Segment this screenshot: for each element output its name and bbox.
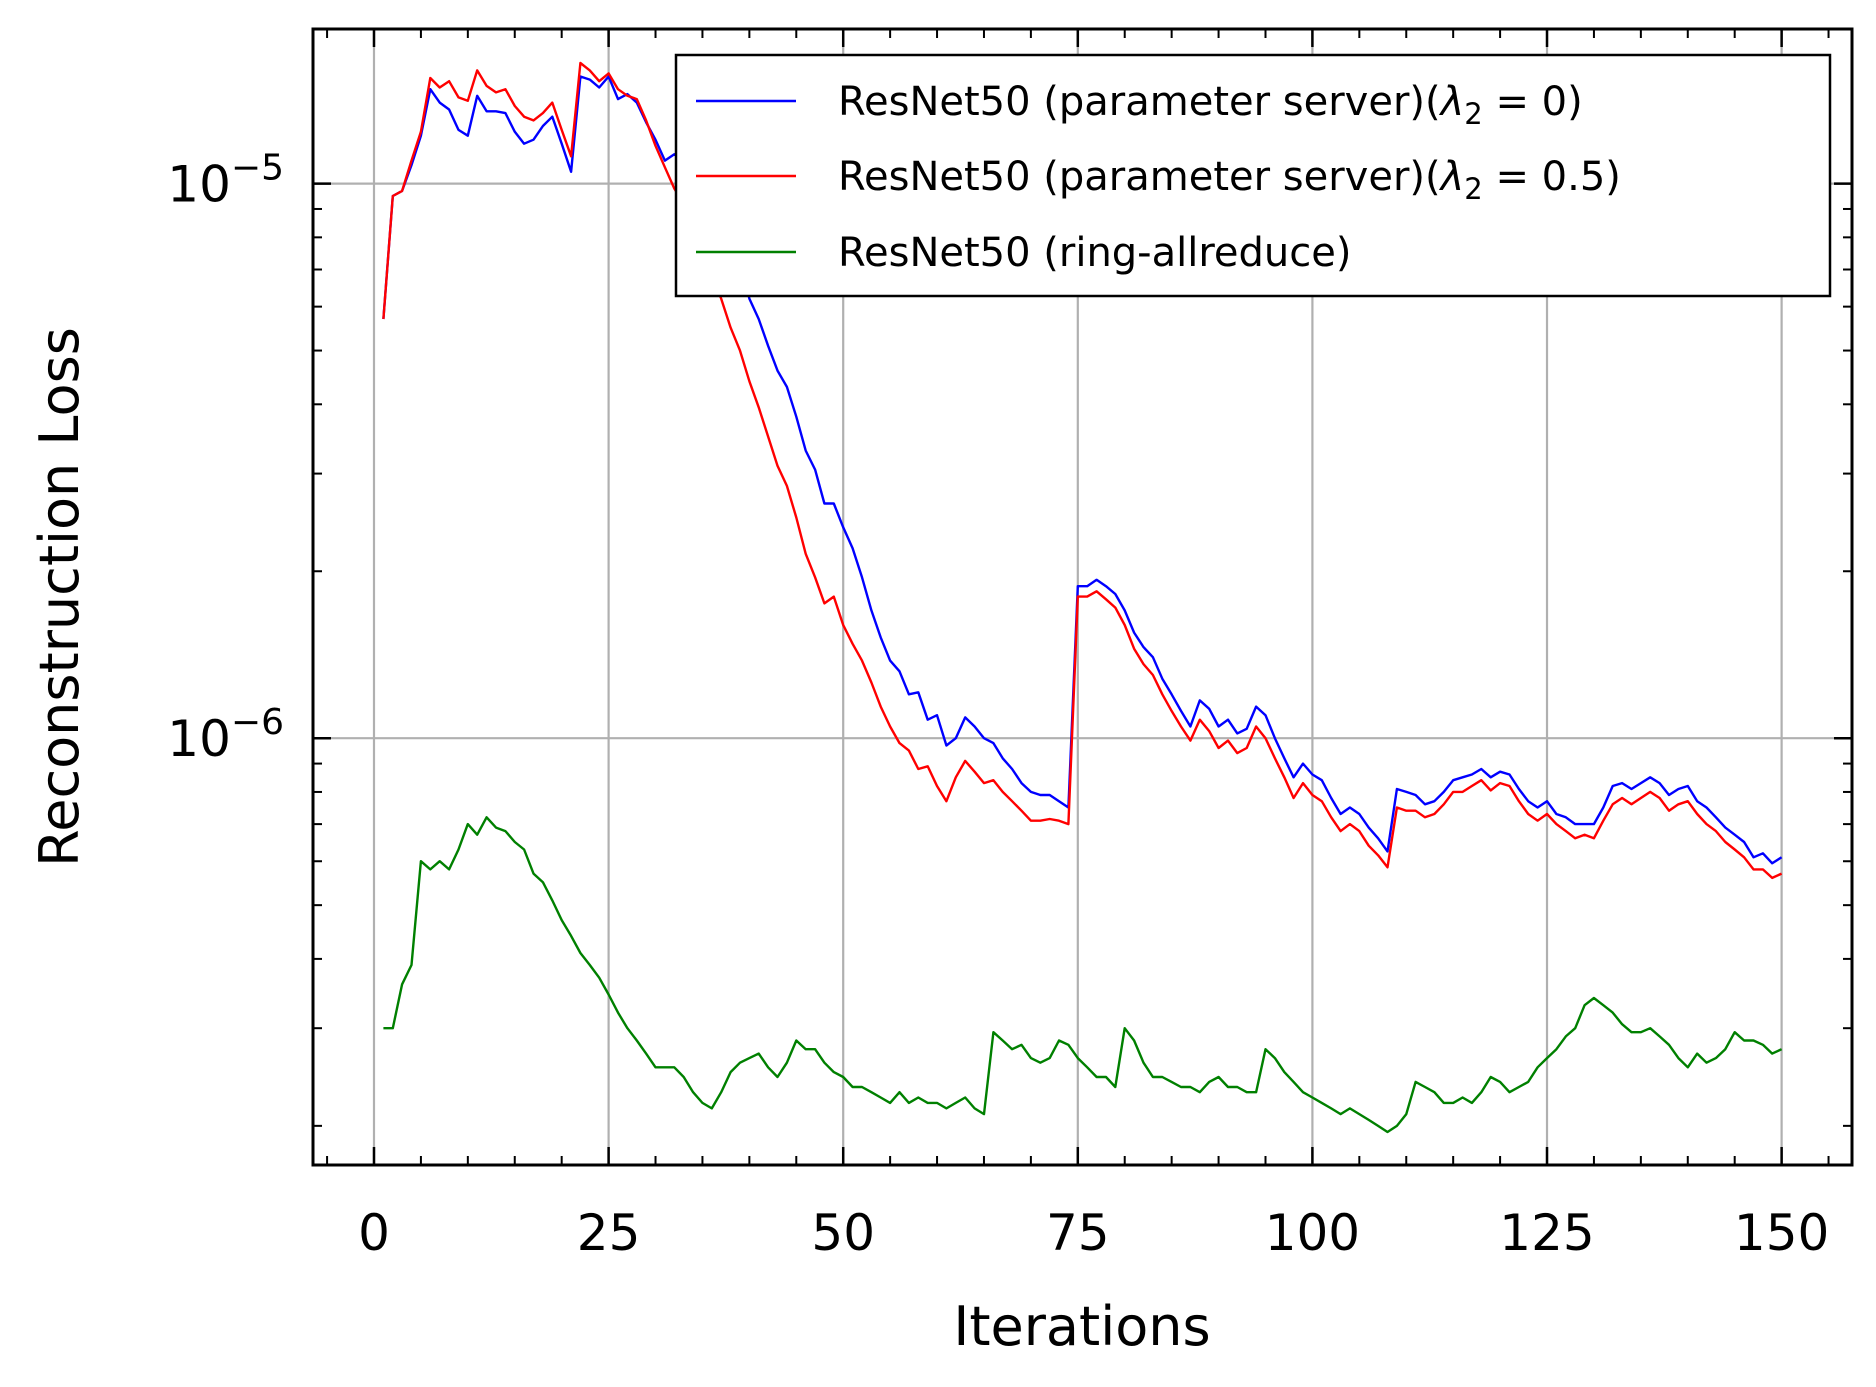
legend: ResNet50 (parameter server)(λ2 = 0) ResNe…: [674, 53, 1832, 298]
legend-label-3: ResNet50 (ring-allreduce): [838, 230, 1351, 276]
series-line-2: [382, 61, 1783, 880]
x-tick-label: 150: [1734, 1204, 1829, 1262]
legend-box: [674, 53, 1832, 298]
y-tick-label: 10−6: [167, 702, 284, 768]
x-tick-label: 100: [1265, 1204, 1360, 1262]
y-axis-label: Reconstruction Loss: [28, 327, 91, 867]
series-line-1: [382, 75, 1783, 865]
x-tick-label: 0: [358, 1204, 390, 1262]
series-line-3: [383, 816, 1783, 1134]
x-tick-label: 50: [811, 1204, 875, 1262]
x-tick-label: 75: [1046, 1204, 1110, 1262]
legend-label-1: ResNet50 (parameter server)(λ2 = 0): [838, 79, 1583, 131]
x-axis-label: Iterations: [953, 1295, 1210, 1358]
legend-label-2: ResNet50 (parameter server)(λ2 = 0.5): [838, 154, 1621, 206]
tick-labels: 0 25 50 75 100 125 150 10−6 10−5: [167, 148, 1829, 1262]
plot-frame: [311, 27, 1854, 1167]
y-tick-label: 10−5: [167, 148, 284, 214]
series-lines: [382, 61, 1783, 1134]
x-tick-label: 125: [1499, 1204, 1594, 1262]
x-tick-label: 25: [577, 1204, 641, 1262]
